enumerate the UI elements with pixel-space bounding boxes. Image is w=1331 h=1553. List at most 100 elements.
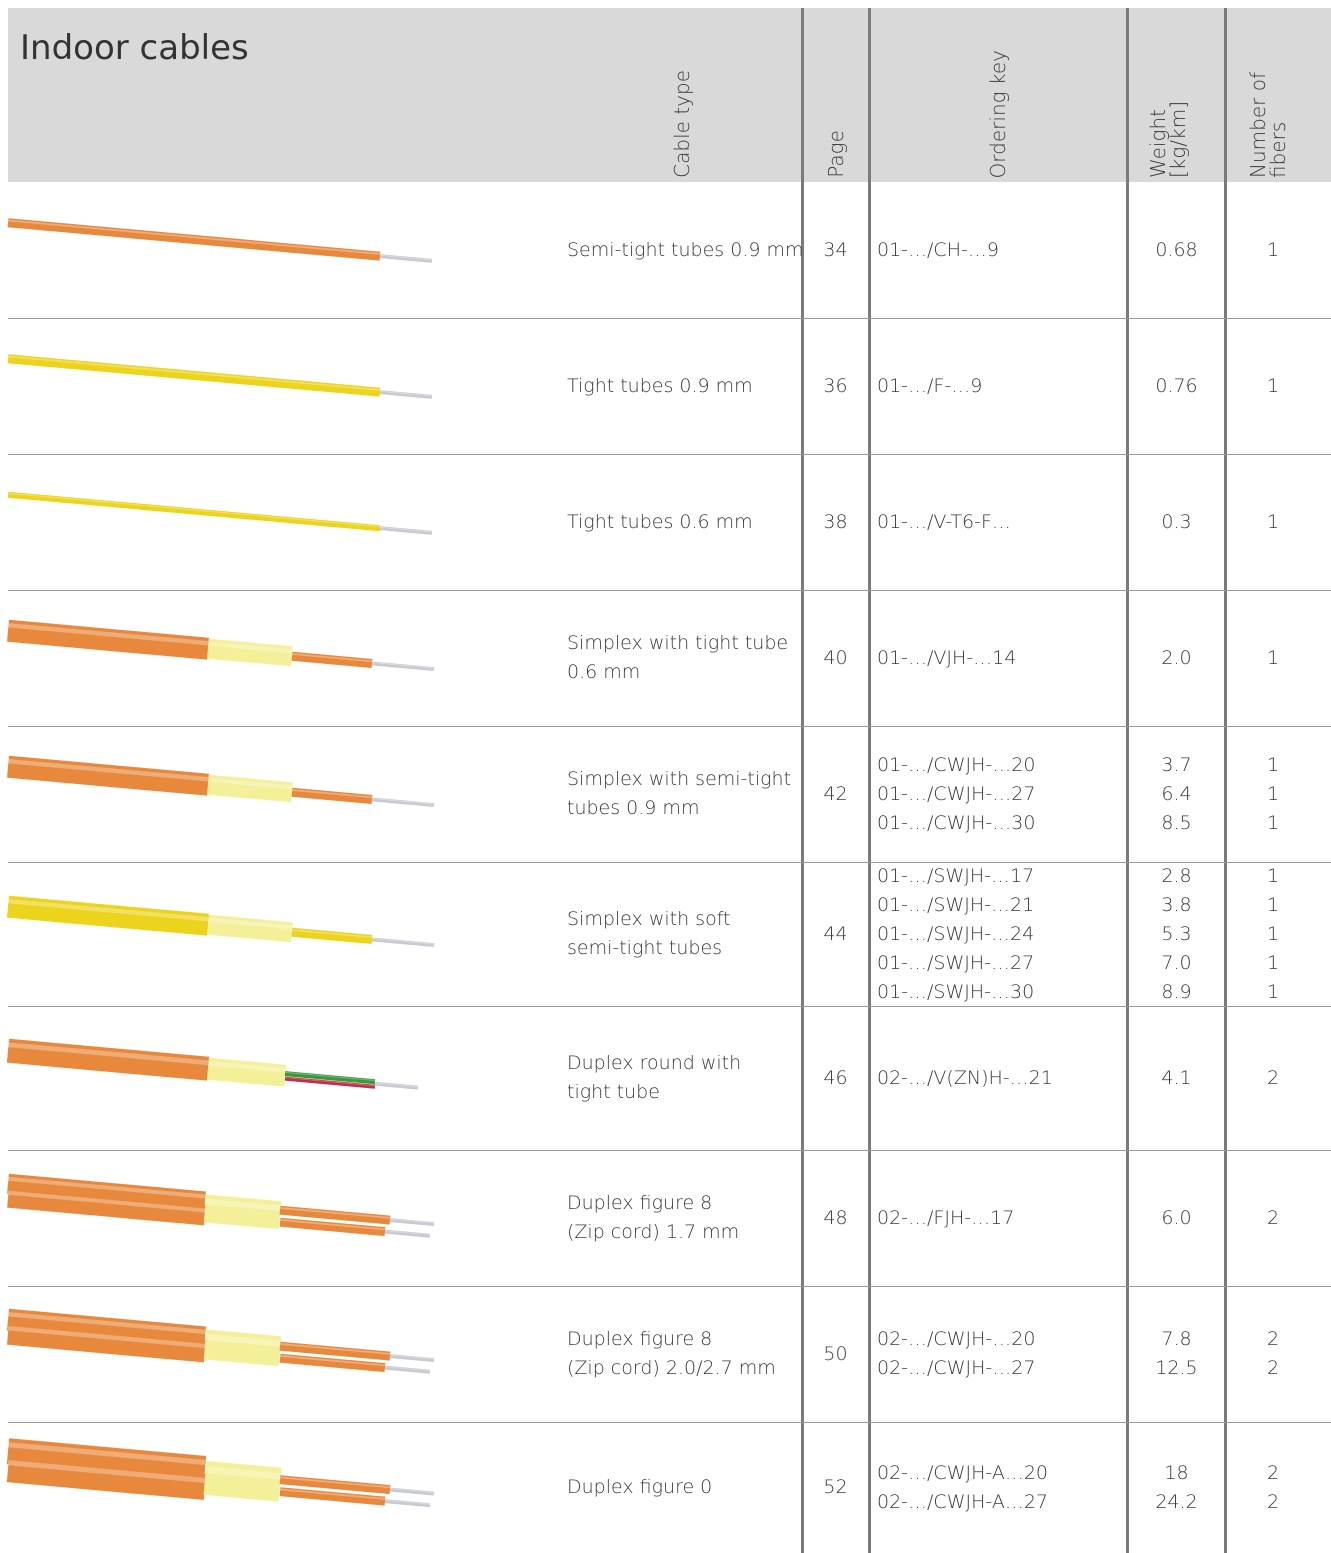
text-line: Simplex with semi-tight xyxy=(567,768,792,790)
cable-type: Duplex round with tight tube xyxy=(567,1006,741,1150)
cable-part xyxy=(284,1071,376,1081)
cable-part xyxy=(371,937,435,948)
cable-part xyxy=(279,1475,391,1495)
text-line: 01-…/SWJH-…17 xyxy=(877,864,1035,887)
text-line: 7.0 xyxy=(1161,951,1192,974)
text-line: 24.2 xyxy=(1155,1490,1198,1513)
text-line: 1 xyxy=(1266,374,1280,397)
cable-part xyxy=(204,1333,281,1347)
cable-part xyxy=(7,1187,206,1226)
text-line: 1 xyxy=(1266,951,1280,974)
cable-part xyxy=(384,1499,431,1508)
cable-part xyxy=(207,638,293,667)
text-line: 2.0 xyxy=(1161,646,1192,669)
text-line: 01-…/SWJH-…24 xyxy=(877,922,1035,945)
text-line: semi-tight tubes xyxy=(567,937,723,959)
text-line: 2 xyxy=(1266,1206,1280,1229)
header: Indoor cables Cable type Page Ordering key… xyxy=(8,8,1331,182)
text-line: 2.8 xyxy=(1161,864,1192,887)
text-line: 3.7 xyxy=(1161,753,1192,776)
cable-image xyxy=(7,354,433,399)
row-divider xyxy=(8,1422,1331,1423)
text-line: Duplex figure 0 xyxy=(567,1476,713,1498)
column-divider xyxy=(1224,8,1227,1553)
text-line: Page xyxy=(824,130,848,178)
text-line: Duplex round with xyxy=(567,1052,742,1074)
cable-part xyxy=(7,1308,206,1349)
cable-part xyxy=(379,390,433,397)
text-line: 18 xyxy=(1164,1461,1189,1484)
column-divider xyxy=(1126,8,1129,1553)
cable-part xyxy=(389,1488,435,1493)
text-line: 01-…/SWJH-…27 xyxy=(877,951,1035,974)
cable-part xyxy=(7,623,209,646)
weights: 18 24.2 xyxy=(1129,1422,1224,1553)
text-line: 02-…/CWJH-A…20 xyxy=(877,1461,1048,1484)
cable-part xyxy=(207,777,293,790)
text-line: 1 xyxy=(1266,238,1280,261)
ordering-keys: 01-…/CH-…9 xyxy=(877,182,999,318)
text-line: Tight tubes 0.6 mm xyxy=(567,510,753,533)
column-header: Page xyxy=(824,130,848,178)
cable-part xyxy=(291,789,373,799)
cable-type: Duplex figure 8 (Zip cord) 1.7 mm xyxy=(567,1150,739,1286)
ordering-keys: 01-…/F-…9 xyxy=(877,318,982,454)
text-line: tubes 0.9 mm xyxy=(567,797,700,819)
weights: 6.0 xyxy=(1129,1150,1224,1286)
cable-part xyxy=(389,1354,435,1360)
weights: 4.1 xyxy=(1129,1006,1224,1150)
text-line: 8.5 xyxy=(1161,811,1192,834)
text-line: 02-…/V(ZN)H-…21 xyxy=(877,1066,1053,1089)
cable-part xyxy=(389,1354,435,1363)
text-line: Duplex figure 8 xyxy=(567,1192,713,1214)
text-line: 02-…/CWJH-…20 xyxy=(877,1328,1036,1350)
cable-part xyxy=(7,492,381,528)
fibers: 1 xyxy=(1227,454,1319,590)
cable-part xyxy=(384,1366,431,1372)
fibers: 1 1 1 xyxy=(1227,726,1319,862)
text-line: 2 xyxy=(1266,1357,1280,1379)
cable-part xyxy=(279,1355,386,1367)
cable-image xyxy=(7,1173,435,1238)
cable-part xyxy=(279,1207,391,1219)
row-divider xyxy=(8,590,1331,591)
cable-part xyxy=(279,1341,391,1361)
page-number: 40 xyxy=(823,646,848,669)
text-line: 12.5 xyxy=(1155,1357,1198,1379)
cable-part xyxy=(207,1061,286,1073)
ordering-keys: 01-…/VJH-…14 xyxy=(877,590,1016,726)
column-header: Number of fibers xyxy=(1246,72,1290,178)
row-divider xyxy=(8,726,1331,727)
text-line: 6.0 xyxy=(1161,1206,1192,1229)
text-line: 1 xyxy=(1266,811,1280,834)
text-line: fibers xyxy=(1266,121,1290,178)
text-line: 1 xyxy=(1266,980,1280,1003)
cable-part xyxy=(203,1329,282,1367)
cable-part xyxy=(204,1466,281,1480)
row-divider xyxy=(8,1286,1331,1287)
cable-part xyxy=(7,491,381,532)
cable-part xyxy=(279,1343,391,1355)
text-line: Number of xyxy=(1246,72,1270,178)
cable-part xyxy=(7,1322,206,1363)
column-header: Ordering key xyxy=(986,50,1010,178)
cable-part xyxy=(371,798,435,805)
text-line: [kg/km] xyxy=(1166,101,1190,178)
cable-part xyxy=(379,526,433,535)
cable-part xyxy=(207,774,293,803)
cable-part xyxy=(7,1176,206,1199)
row-divider xyxy=(8,1006,1331,1007)
page-number: 36 xyxy=(823,374,848,397)
page-number: 44 xyxy=(823,922,848,945)
page-number: 38 xyxy=(823,510,848,533)
text-line: 1 xyxy=(1266,922,1280,945)
cable-part xyxy=(379,254,433,263)
ordering-keys: 02-…/CWJH-…20 02-…/CWJH-…27 xyxy=(877,1286,1035,1422)
fibers: 1 xyxy=(1227,182,1319,318)
row-divider xyxy=(8,318,1331,319)
page-number: 50 xyxy=(823,1342,848,1365)
cable-image xyxy=(7,619,435,672)
row-divider xyxy=(8,454,1331,455)
page-number: 52 xyxy=(823,1476,848,1498)
